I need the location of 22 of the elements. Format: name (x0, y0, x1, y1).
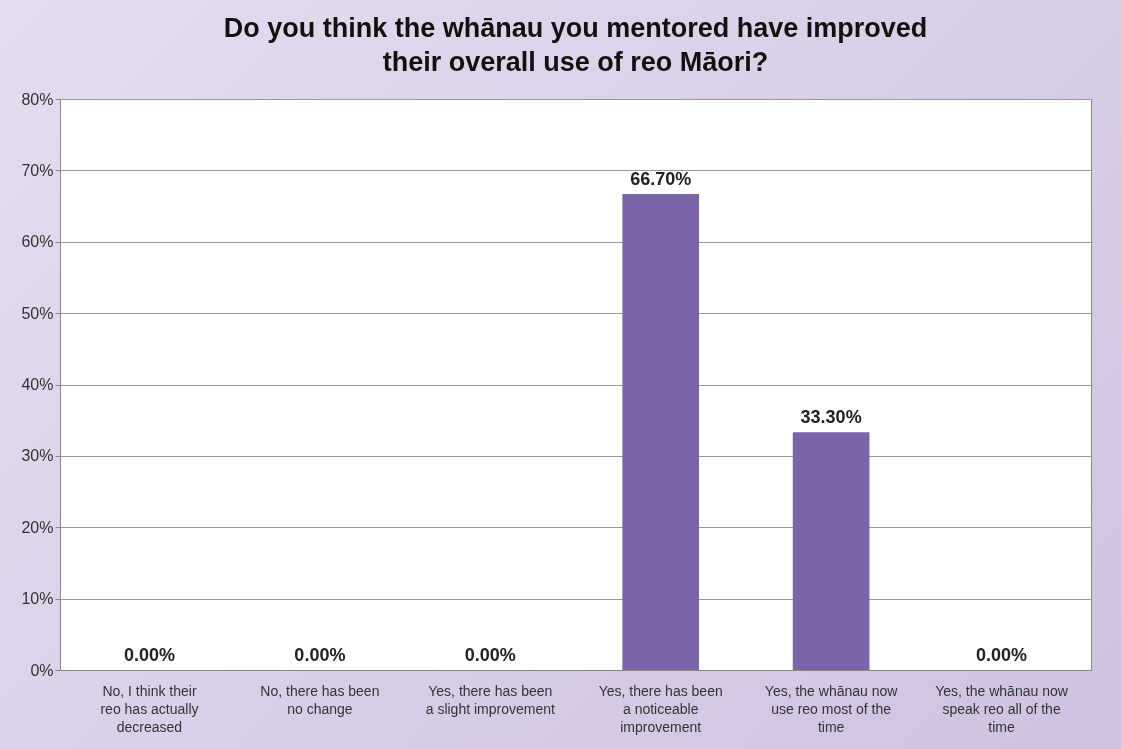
data-label: 0.00% (976, 645, 1028, 665)
x-tick-label: No, there has been no change (260, 682, 380, 717)
y-tick-label: 50% (21, 304, 54, 322)
y-tick-label: 70% (21, 161, 54, 179)
y-tick-label: 0% (30, 661, 54, 679)
data-label: 0.00% (464, 645, 516, 665)
data-label: 66.70% (630, 168, 692, 189)
y-tick-label: 60% (21, 233, 54, 251)
x-tick-label: No, I think their reo has actually decreased (100, 682, 199, 735)
data-label: 0.00% (294, 645, 346, 665)
x-tick-label: Yes, there has been a noticeable improvement (598, 682, 723, 735)
chart-title: Do you think the whānau you mentored have improved their overall use of reo Māori? (223, 13, 928, 77)
x-tick-label: Yes, the whānau now use reo most of the time (764, 682, 899, 735)
data-label: 0.00% (123, 645, 175, 665)
y-tick-label: 20% (21, 518, 54, 536)
x-tick-label: Yes, the whānau now speak reo all of the time (935, 682, 1069, 735)
y-tick-label: 10% (21, 590, 54, 608)
y-tick-label: 30% (21, 447, 54, 465)
data-label: 33.30% (800, 407, 862, 428)
y-tick-label: 40% (21, 376, 54, 393)
y-tick-label: 80% (21, 90, 54, 108)
x-tick-label: Yes, there has been a slight improvement (425, 682, 555, 717)
